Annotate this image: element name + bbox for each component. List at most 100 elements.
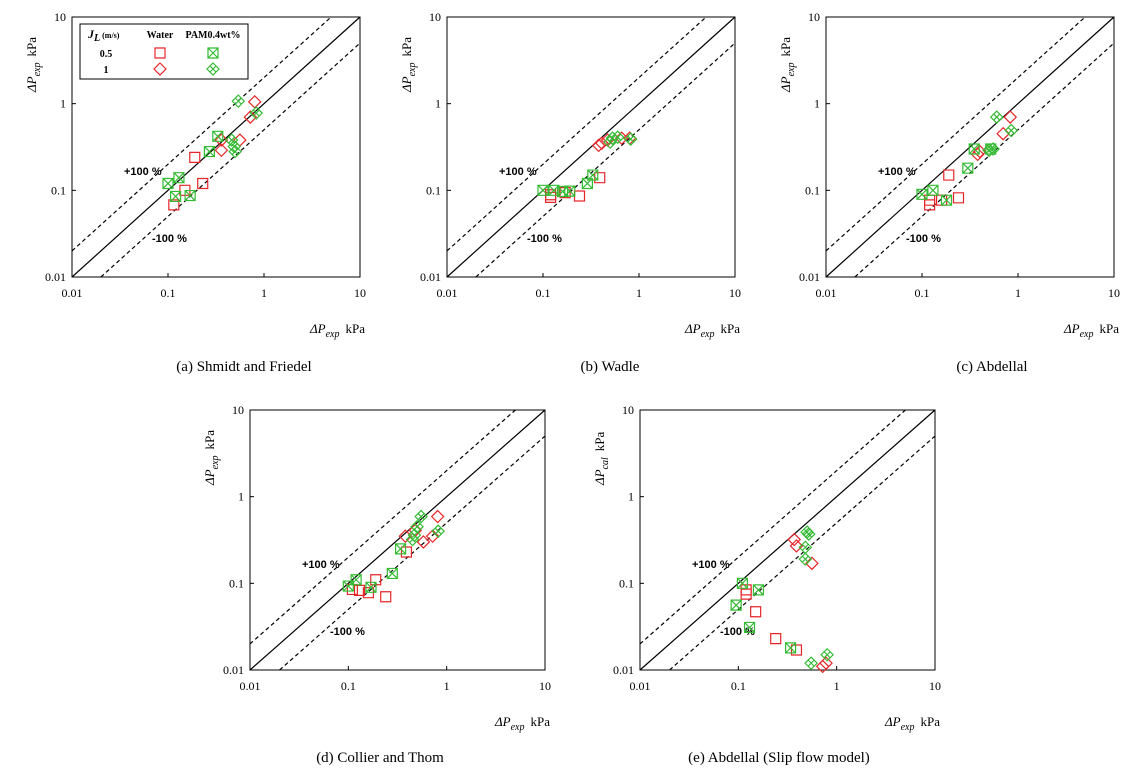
plot-frame [825,16,1115,278]
axis-label-sub: cal [600,457,611,469]
legend-title: JL (m/s) [87,27,120,44]
axis-label-unit: kPa [24,37,39,57]
data-point [801,527,816,541]
y-tick-label: 1 [814,97,820,111]
data-point [970,147,985,162]
data-point [564,185,576,197]
legend-marker [154,47,166,59]
data-point [189,151,201,163]
data-point [545,189,557,201]
data-point [380,591,392,603]
axis-label: ΔPexpkPa [399,37,418,93]
y-tick-label: 1 [60,97,66,111]
y-tick-label: 0.1 [805,183,820,197]
reference-label: +100 % [878,166,916,178]
data-point [591,138,606,153]
data-point [350,574,362,586]
axis-label: ΔPexpkPa [778,37,797,93]
x-tick-label: 1 [444,679,450,693]
data-point [232,133,247,147]
reference-label: +100 % [499,166,537,178]
reference-line [669,435,936,671]
legend-title-symbol: J [87,27,95,41]
data-point [587,169,599,181]
x-tick-label: 0.01 [62,286,83,300]
y-tick-label: 0.01 [613,663,634,677]
data-point [790,644,803,656]
x-tick-label: 0.1 [536,286,551,300]
data-point [168,199,180,211]
axis-label-unit: kPa [778,37,793,57]
data-point [425,529,440,544]
axis-label-symbol: ΔP [24,76,39,93]
reference-line [446,16,707,252]
reference-label: +100 % [302,559,340,571]
y-tick-label: 1 [435,97,441,111]
y-tick-label: 0.01 [45,270,66,284]
reference-line [825,16,1086,252]
reference-label: -100 % [152,233,187,245]
data-point [594,172,606,184]
x-tick-label: 1 [1015,286,1021,300]
x-tick-label: 10 [539,679,551,693]
data-point [986,142,1000,156]
data-point [743,621,756,634]
axis-label-unit: kPa [1099,321,1119,336]
reference-line [279,435,546,671]
data-point [1003,110,1018,124]
axis-label-symbol: ΔP [202,469,217,486]
data-point [787,532,802,547]
reference-line [639,409,906,645]
axis-label-unit: kPa [530,714,550,729]
caption: (d) Collier and Thom [316,750,444,766]
axis-label-sub: exp [326,329,340,340]
y-tick-label: 0.01 [799,270,820,284]
legend-marker [153,62,167,76]
axis-label-symbol: ΔP [884,714,901,729]
data-point [231,94,246,108]
data-point [414,509,428,524]
data-point [416,535,431,549]
x-tick-label: 10 [929,679,941,693]
data-point [249,106,264,120]
axis-label-unit: kPa [720,321,740,336]
data-point [203,145,216,158]
reference-label: -100 % [527,233,562,245]
reference-label: -100 % [330,626,365,638]
data-point [430,509,445,524]
x-tick-label: 0.01 [630,679,651,693]
y-tick-label: 10 [429,10,441,24]
x-tick-label: 10 [729,286,741,300]
data-point [750,606,762,618]
legend-marker [207,47,219,59]
data-point [214,133,229,147]
data-point [736,577,749,589]
data-point [386,567,398,580]
plot-frame [639,409,936,671]
data-point [740,588,752,600]
data-point [924,199,936,211]
y-tick-label: 10 [54,10,66,24]
x-tick-label: 0.1 [161,286,176,300]
data-point [927,184,939,196]
data-point [247,94,262,109]
y-tick-label: 10 [622,403,634,417]
y-tick-label: 0.1 [51,183,66,197]
data-point [952,192,965,204]
axis-label-sub: exp [701,329,715,340]
x-tick-label: 10 [1108,286,1120,300]
axis-label-sub: exp [32,63,43,77]
plot-frame [71,16,361,278]
axis-label-unit: kPa [202,430,217,450]
axis-label-sub: exp [1080,329,1094,340]
data-point [968,143,980,155]
x-tick-label: 1 [261,286,267,300]
axis-label-unit: kPa [920,714,940,729]
data-point [394,543,407,555]
reference-label: +100 % [124,166,162,178]
y-tick-label: 0.1 [426,183,441,197]
data-point [353,584,366,596]
data-point [431,524,446,539]
axis-label-symbol: ΔP [494,714,511,729]
